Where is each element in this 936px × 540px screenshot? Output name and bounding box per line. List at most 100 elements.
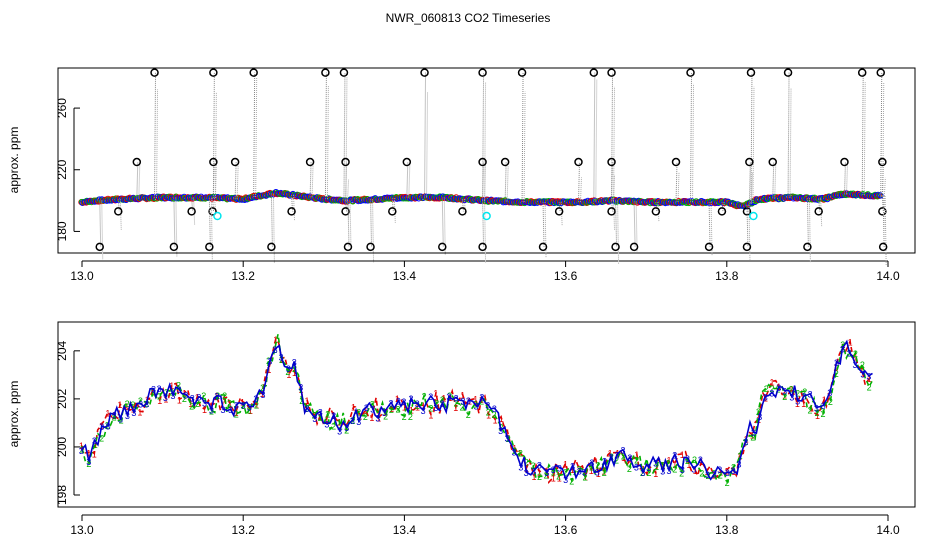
series-marker-3: 3	[479, 393, 484, 403]
series-marker-3: 3	[131, 408, 136, 418]
spike_bottom-point	[478, 242, 487, 252]
series-marker-1: 1	[188, 399, 193, 409]
series-marker-2: 2	[363, 412, 368, 422]
series-marker-3: 3	[557, 463, 562, 473]
spike_bottom-point	[704, 242, 714, 252]
series-marker-2: 2	[867, 382, 872, 392]
cyan-point	[482, 211, 491, 221]
series-marker-2: 2	[692, 455, 697, 465]
series-marker-2: 2	[807, 405, 812, 415]
series-marker-2: 2	[99, 434, 104, 444]
spike_high-point	[589, 68, 599, 77]
series-marker-3: 3	[344, 423, 349, 433]
series-marker-1: 1	[795, 399, 800, 409]
series-marker-2: 2	[634, 456, 639, 466]
spike-line	[884, 195, 887, 266]
series-marker-2: 2	[486, 407, 491, 417]
series-marker-1: 1	[137, 407, 142, 417]
series-marker-3: 3	[144, 400, 149, 410]
series-marker-1: 1	[680, 450, 685, 460]
series-marker-2: 2	[782, 392, 787, 402]
spike_low-point	[187, 207, 196, 216]
series-marker-2: 2	[454, 399, 459, 409]
series-marker-2: 2	[195, 399, 200, 409]
series-marker-3: 3	[524, 468, 529, 478]
spike-line	[136, 162, 139, 199]
spike-line	[504, 162, 507, 202]
series-marker-3: 3	[177, 385, 182, 395]
spike_low-point	[717, 207, 727, 216]
spike-line	[635, 201, 638, 252]
series-marker-3: 3	[247, 402, 252, 412]
series-line-1	[80, 337, 872, 484]
series-marker-1: 1	[117, 400, 122, 410]
spike-line	[372, 199, 375, 263]
spike-line	[595, 79, 598, 202]
series-marker-3: 3	[492, 404, 497, 414]
series-marker-2: 2	[770, 384, 775, 394]
spike_bottom-point	[267, 242, 276, 252]
series-marker-1: 1	[286, 370, 291, 380]
series-marker-3: 3	[505, 433, 510, 443]
spike-line	[99, 200, 102, 247]
series-marker-1: 1	[376, 413, 381, 423]
series-marker-1: 1	[867, 374, 872, 384]
spike-line	[253, 72, 256, 198]
series-marker-3: 3	[267, 357, 272, 367]
spike_mid-point	[132, 157, 142, 167]
spike_high-point	[746, 68, 756, 77]
series-marker-2: 2	[685, 456, 690, 466]
series-marker-3: 3	[324, 419, 329, 429]
series-marker-2: 2	[725, 478, 730, 488]
series-marker-1: 1	[402, 403, 407, 413]
series-marker-2: 2	[389, 405, 394, 415]
series-marker-1: 1	[105, 408, 110, 418]
spike-line	[506, 166, 509, 202]
spike_low-point	[341, 207, 350, 216]
spike-line	[210, 197, 213, 262]
series-marker-2: 2	[356, 408, 361, 418]
top-y-axis-label: approx. ppm	[7, 127, 21, 194]
series-marker-3: 3	[421, 406, 426, 416]
series-marker-1: 1	[240, 398, 245, 408]
spike-line	[347, 200, 350, 247]
y-tick-label: 204	[55, 340, 69, 360]
series-marker-3: 3	[731, 466, 736, 476]
series-marker-3: 3	[286, 364, 291, 374]
spike_mid-point	[768, 157, 777, 167]
series-marker-2: 2	[551, 467, 556, 477]
spike-line	[426, 92, 429, 198]
series-marker-3: 3	[234, 400, 239, 410]
series-marker-3: 3	[531, 466, 536, 476]
x-tick-label: 13.4	[393, 523, 417, 537]
series-marker-3: 3	[551, 465, 556, 475]
series-marker-2: 2	[654, 462, 659, 472]
spike-line	[154, 72, 157, 198]
spike_bottom-point	[611, 242, 620, 252]
series-marker-1: 1	[428, 410, 433, 420]
spike-line	[482, 200, 485, 247]
series-marker-2: 2	[86, 459, 91, 469]
series-marker-1: 1	[415, 402, 420, 412]
series-marker-3: 3	[646, 463, 651, 473]
series-marker-2: 2	[428, 404, 433, 414]
series-marker-1: 1	[672, 460, 677, 470]
series-marker-2: 2	[351, 416, 356, 426]
spike-line	[270, 193, 273, 247]
spike-line	[272, 193, 275, 263]
series-marker-2: 2	[395, 405, 400, 415]
series-marker-1: 1	[848, 337, 853, 347]
series-marker-1: 1	[157, 396, 162, 406]
x-tick-label: 13.8	[715, 523, 739, 537]
series-marker-1: 1	[433, 388, 438, 398]
series-marker-1: 1	[305, 396, 310, 406]
series-marker-2: 2	[556, 471, 561, 481]
series-marker-2: 2	[227, 399, 232, 409]
series-marker-3: 3	[808, 390, 813, 400]
series-marker-1: 1	[473, 395, 478, 405]
spike-line	[156, 89, 159, 198]
series-marker-1: 1	[209, 401, 214, 411]
series-marker-1: 1	[86, 448, 91, 458]
series-marker-1: 1	[666, 455, 671, 465]
y-tick-label: 260	[55, 98, 69, 118]
